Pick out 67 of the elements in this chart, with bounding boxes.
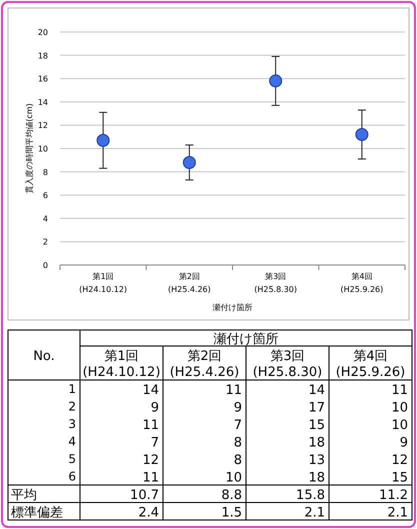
data-label: 10 xyxy=(391,400,408,416)
data-label: 11 xyxy=(391,383,408,398)
x-tick-label: 第2回 (H25.4.26) xyxy=(170,349,240,380)
data-label: 15.8 xyxy=(296,488,325,503)
data-label: 10 xyxy=(391,418,408,433)
y-axis-title: No. xyxy=(33,349,55,364)
x-tick-label: 第1回 (H24.10.12) xyxy=(79,272,128,294)
y-tick-label: 6 xyxy=(42,191,48,200)
data-label: 12 xyxy=(391,453,408,468)
x-tick-label: 第4回 (H25.9.26) xyxy=(336,349,406,380)
y-tick-label: 10 xyxy=(38,144,48,154)
data-label: 8 xyxy=(234,453,242,468)
y-tick-label: 6 xyxy=(68,470,76,484)
y-tick-label: 16 xyxy=(38,74,48,84)
data-label: 11 xyxy=(225,383,242,398)
data-label: 14 xyxy=(308,383,325,398)
data-label: 15 xyxy=(391,470,408,486)
data-label: 17 xyxy=(308,400,325,416)
chart-title: 瀬付け箇所 xyxy=(214,332,278,347)
data-label: 10.7 xyxy=(130,488,159,503)
data-label: 7 xyxy=(150,436,159,450)
data-label: 8 xyxy=(234,436,242,450)
data-label: 9 xyxy=(234,400,242,416)
data-label: 11 xyxy=(142,470,159,486)
y-tick-label: 1 xyxy=(68,382,76,396)
data-label: 10 xyxy=(225,470,242,486)
data-label: 9 xyxy=(400,436,408,450)
point xyxy=(355,128,368,142)
y-tick-label: 3 xyxy=(68,417,76,431)
y-tick-label: 4 xyxy=(42,214,48,224)
y-tick-label: 5 xyxy=(68,452,76,466)
y-tick-label: 18 xyxy=(38,51,48,60)
point xyxy=(96,134,110,147)
data-label: 15 xyxy=(308,418,325,433)
data-label: 12 xyxy=(142,453,159,468)
data-label: 14 xyxy=(142,383,159,398)
data-label: 7 xyxy=(234,418,242,433)
x-tick-label: 第4回 (H25.9.26) xyxy=(340,272,384,294)
y-tick-label: 20 xyxy=(38,28,48,37)
data-label: 8.8 xyxy=(221,488,242,503)
point xyxy=(182,156,196,169)
data-label: 2.4 xyxy=(138,506,159,520)
y-tick-label: 平均 xyxy=(11,488,37,503)
point xyxy=(269,74,282,88)
y-tick-label: 2 xyxy=(68,400,76,414)
data-label: 13 xyxy=(308,453,325,468)
data-label: 9 xyxy=(150,400,159,416)
data-label: 1.5 xyxy=(221,506,242,520)
y-tick-label: 14 xyxy=(38,98,48,107)
data-label: 2.1 xyxy=(304,506,325,520)
data-label: 18 xyxy=(308,436,325,450)
y-tick-label: 8 xyxy=(42,168,48,177)
x-tick-label: 第3回 (H25.8.30) xyxy=(254,272,298,294)
y-tick-label: 2 xyxy=(42,238,48,247)
y-tick-label: 0 xyxy=(42,261,48,270)
data-label: 11.2 xyxy=(379,488,408,503)
y-tick-label: 12 xyxy=(38,121,48,130)
x-tick-label: 第3回 (H25.8.30) xyxy=(252,349,322,380)
data-label: 18 xyxy=(308,470,325,486)
x-axis-title: 瀬付け箇所 xyxy=(212,303,252,312)
y-tick-label: 標準偏差 xyxy=(11,506,63,520)
x-tick-label: 第2回 (H25.4.26) xyxy=(168,272,211,294)
data-label: 2.1 xyxy=(387,506,408,520)
data-label: 11 xyxy=(142,418,159,433)
y-axis-title: 貫入度の時間平均値(cm) xyxy=(25,103,34,194)
x-tick-label: 第1回 (H24.10.12) xyxy=(82,349,160,380)
y-tick-label: 4 xyxy=(68,434,76,448)
